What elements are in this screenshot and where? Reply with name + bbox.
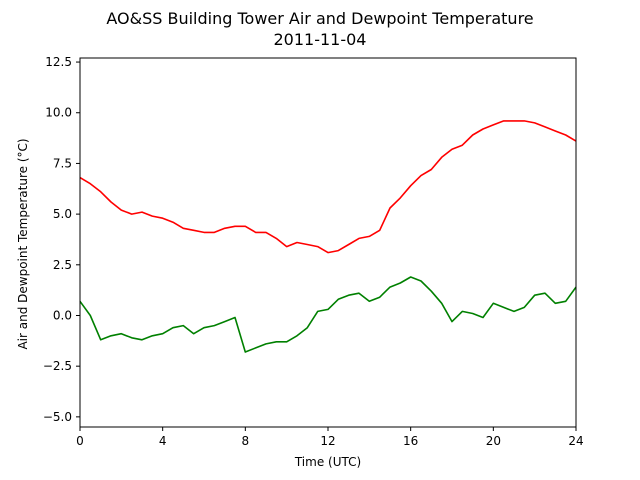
chart-title: AO&SS Building Tower Air and Dewpoint Te… xyxy=(106,9,533,28)
x-tick-label: 8 xyxy=(242,434,250,448)
plot-area xyxy=(79,120,577,353)
x-tick-label: 4 xyxy=(159,434,167,448)
chart-subtitle: 2011-11-04 xyxy=(274,30,367,49)
axis-ticks: 0 4 8 12 16 20 24 −5.0 −2.5 0.0 2.5 5.0 7.5 10.0 12.5 xyxy=(43,55,584,448)
x-tick-label: 24 xyxy=(568,434,583,448)
y-tick-label: 2.5 xyxy=(53,258,72,272)
y-tick-label: 12.5 xyxy=(45,55,72,69)
y-tick-label: 0.0 xyxy=(53,308,72,322)
x-tick-label: 12 xyxy=(320,434,335,448)
y-tick-label: 5.0 xyxy=(53,207,72,221)
x-tick-label: 16 xyxy=(403,434,418,448)
x-axis-label: Time (UTC) xyxy=(294,455,361,469)
y-tick-label: −5.0 xyxy=(43,410,72,424)
series-line-1 xyxy=(79,120,577,254)
y-tick-label: −2.5 xyxy=(43,359,72,373)
y-axis-label: Air and Dewpoint Temperature (°C) xyxy=(16,138,30,349)
x-tick-label: 0 xyxy=(76,434,84,448)
series-line-2 xyxy=(79,276,577,353)
y-tick-label: 7.5 xyxy=(53,156,72,170)
x-tick-label: 20 xyxy=(486,434,501,448)
y-tick-label: 10.0 xyxy=(45,106,72,120)
